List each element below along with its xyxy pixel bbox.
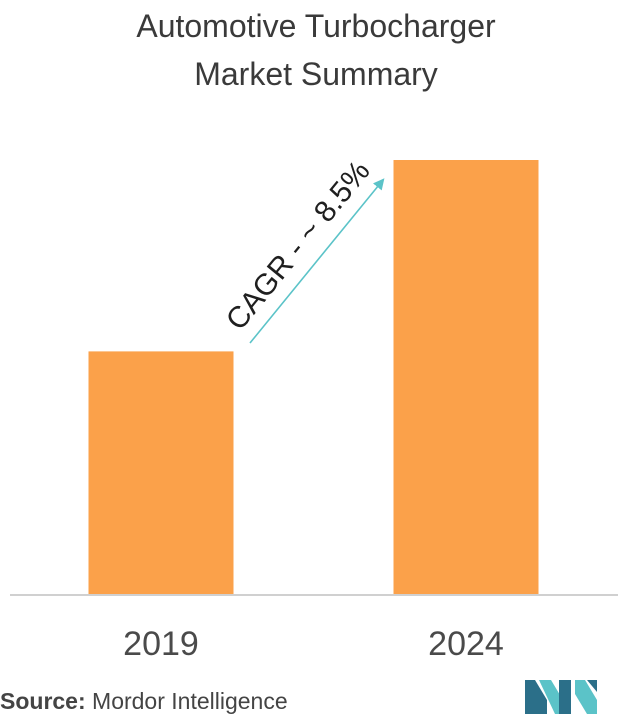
bars-layer xyxy=(88,160,539,595)
source-note: Source: Mordor Intelligence xyxy=(0,686,288,716)
cagr-arrow xyxy=(249,178,385,344)
cagr-label: CAGR - ~ 8.5% xyxy=(220,155,377,337)
bar-2024 xyxy=(393,160,539,595)
chart-title-line1: Automotive Turbocharger xyxy=(136,8,496,44)
bar-2019 xyxy=(88,351,234,595)
cagr-annotation: CAGR - ~ 8.5% xyxy=(220,155,385,344)
x-tick-label-2024: 2024 xyxy=(428,625,504,663)
chart-title-line2: Market Summary xyxy=(194,56,438,92)
source-value: Mordor Intelligence xyxy=(92,688,288,714)
source-label: Source: xyxy=(0,688,86,714)
x-tick-labels: 2019 2024 xyxy=(123,625,504,663)
chart-title: Automotive Turbocharger Market Summary xyxy=(66,2,566,98)
x-tick-label-2019: 2019 xyxy=(123,625,199,663)
mordor-intelligence-logo xyxy=(525,680,597,714)
